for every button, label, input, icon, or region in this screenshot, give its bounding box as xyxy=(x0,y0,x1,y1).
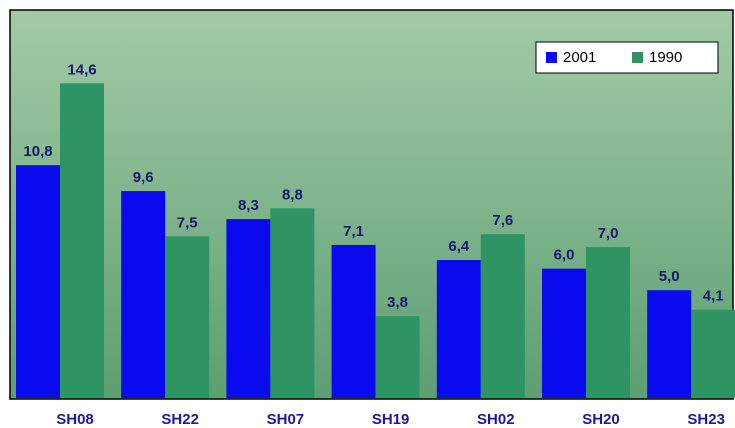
data-label: 7,5 xyxy=(177,214,198,231)
bar xyxy=(542,268,586,398)
bar xyxy=(165,236,210,398)
data-label: 6,0 xyxy=(554,247,575,264)
legend-label: 2001 xyxy=(563,49,596,66)
legend-swatch xyxy=(546,52,557,63)
data-label: 7,6 xyxy=(492,212,513,229)
x-tick-label: SH02 xyxy=(477,411,515,428)
legend: 2001 1990 xyxy=(535,41,719,74)
bar xyxy=(270,208,315,398)
bar xyxy=(375,316,420,398)
bar xyxy=(691,309,735,398)
bar xyxy=(226,219,271,398)
legend-swatch xyxy=(632,52,643,63)
bar xyxy=(121,191,166,398)
data-label: 5,0 xyxy=(659,268,680,285)
bar xyxy=(480,234,525,398)
data-label: 8,8 xyxy=(282,186,303,203)
data-label: 4,1 xyxy=(703,288,724,305)
bar xyxy=(586,247,630,398)
data-label: 10,8 xyxy=(23,143,52,160)
data-label: 6,4 xyxy=(448,238,470,255)
data-label: 7,1 xyxy=(343,223,364,240)
x-tick-label: SH20 xyxy=(582,411,620,428)
data-label: 7,0 xyxy=(598,225,619,242)
bar xyxy=(436,260,481,398)
bar xyxy=(331,244,376,398)
data-label: 8,3 xyxy=(238,197,259,214)
x-tick-label: SH07 xyxy=(267,411,305,428)
x-tick-label: SH08 xyxy=(56,411,94,428)
legend-label: 1990 xyxy=(649,49,682,66)
legend-box xyxy=(535,41,719,74)
bar xyxy=(647,290,692,398)
data-label: 14,6 xyxy=(67,61,96,78)
x-tick-label: SH23 xyxy=(687,411,725,428)
x-tick-label: SH19 xyxy=(372,411,410,428)
bar xyxy=(60,83,104,399)
bar xyxy=(16,165,60,398)
data-label: 3,8 xyxy=(387,294,408,311)
data-label: 9,6 xyxy=(133,169,154,186)
x-tick-label: SH22 xyxy=(161,411,199,428)
